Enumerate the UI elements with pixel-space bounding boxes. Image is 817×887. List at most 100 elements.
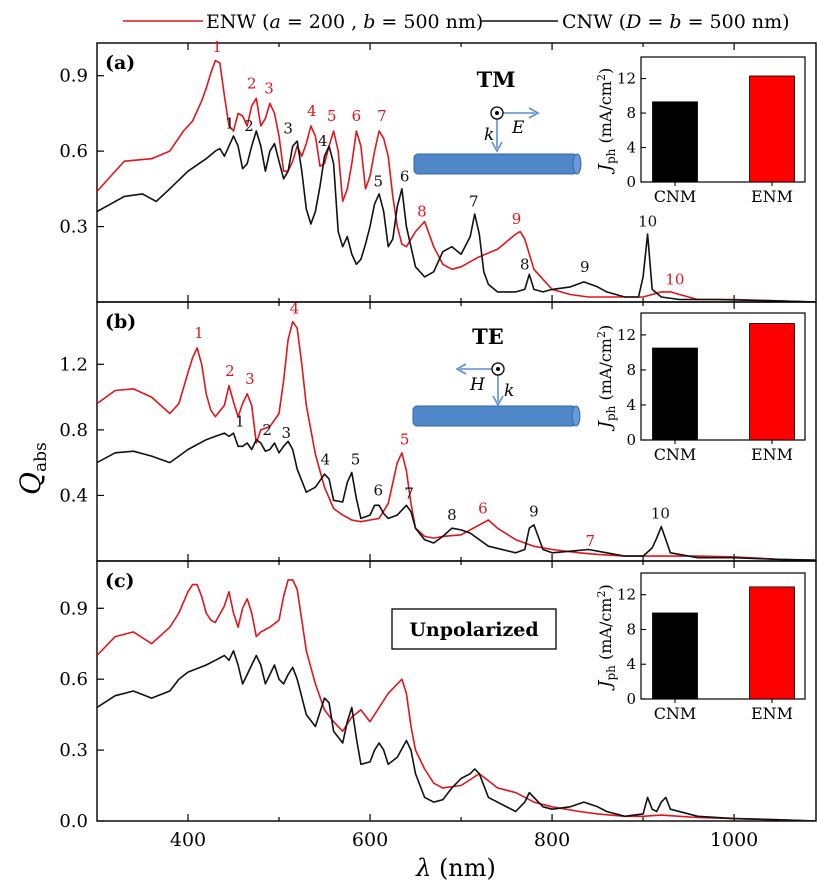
inset-y-tick-label: 12	[617, 586, 636, 604]
x-tick-label: 800	[534, 829, 570, 851]
peak-label: 7	[404, 485, 414, 503]
inset-y-tick-label: 12	[617, 326, 636, 344]
y-axis-label: Qabs	[14, 442, 51, 495]
inset-y-axis-label: Jph (mA/cm2)	[595, 325, 618, 432]
series-line-enw	[97, 579, 816, 821]
inset-y-tick-label: 0	[626, 173, 636, 191]
y-tick-label: 0.6	[59, 141, 88, 162]
inset-y-tick-label: 0	[626, 431, 636, 449]
h-arrowhead-icon	[455, 363, 467, 375]
x-tick-label: 400	[170, 829, 206, 851]
inset-y-axis-label: Jph (mA/cm2)	[595, 584, 618, 691]
nanowire-end-icon	[571, 405, 581, 427]
peak-label: 3	[264, 79, 274, 97]
legend-enw-label: ENW (a = 200 , b = 500 nm)	[206, 11, 483, 33]
field-label-e: E	[511, 118, 525, 138]
inset-3: 0 4 8 12 CNM ENM Jph (mA/cm2)	[595, 572, 806, 723]
inset-bar-enm	[749, 75, 795, 183]
inset-y-axis-label: Jph (mA/cm2)	[595, 68, 618, 175]
inset-x-tick-label: CNM	[654, 704, 697, 723]
y-tick-label: 0.9	[59, 598, 88, 619]
inset-x-tick-label: ENM	[751, 704, 793, 723]
field-label-k: k	[504, 381, 514, 401]
peak-label: 6	[352, 107, 362, 125]
peak-label: 1	[225, 114, 235, 132]
peak-label: 9	[529, 503, 539, 521]
out-of-plane-dot-icon	[496, 367, 500, 371]
peak-label: 1	[235, 413, 245, 431]
inset-bar-cnm	[652, 347, 698, 441]
peak-label: 10	[651, 504, 670, 522]
k-arrowhead-icon	[492, 395, 504, 407]
panel-label: (b)	[105, 311, 136, 333]
polarization-label: Unpolarized	[409, 619, 538, 641]
inset-y-tick-label: 4	[626, 139, 636, 157]
inset-2: 0 4 8 12 CNM ENM Jph (mA/cm2)	[595, 312, 806, 464]
y-tick-label: 0.9	[59, 66, 88, 87]
panel-3: 0.0 0.3 0.6 0.9 (c) Unpolarized	[59, 560, 817, 832]
peak-label: 2	[244, 117, 254, 135]
k-arrowhead-icon	[491, 141, 503, 153]
peak-label: 7	[469, 192, 479, 210]
peak-label: 4	[318, 132, 328, 150]
field-label-k: k	[484, 125, 494, 145]
peak-label: 2	[247, 74, 257, 92]
inset-y-tick-label: 4	[626, 396, 636, 414]
peak-label: 4	[307, 102, 317, 120]
peak-label: 9	[512, 210, 522, 228]
peak-label: 4	[290, 299, 300, 317]
peak-label: 7	[377, 107, 387, 125]
peak-label: 6	[400, 167, 410, 185]
x-tick-label: 1000	[710, 829, 758, 851]
inset-x-tick-label: CNM	[654, 187, 697, 206]
inset-bar-enm	[749, 586, 795, 700]
peak-label: 8	[520, 255, 530, 273]
y-tick-label: 0.3	[59, 740, 88, 761]
peak-label: 1	[194, 324, 204, 342]
peak-label: 3	[282, 424, 292, 442]
inset-bar-enm	[749, 323, 795, 441]
series-line-cnw	[97, 432, 816, 561]
panel-label: (c)	[105, 570, 135, 592]
polarization-box	[391, 608, 557, 650]
peak-label: 1	[212, 38, 222, 56]
peak-label: 8	[417, 203, 427, 221]
inset-y-tick-label: 4	[626, 655, 636, 673]
inset-y-tick-label: 0	[626, 690, 636, 708]
peak-label: 9	[580, 258, 590, 276]
series-line-cnw	[97, 650, 816, 821]
inset-x-tick-label: ENM	[751, 187, 793, 206]
y-tick-label: 0.6	[59, 669, 88, 690]
inset-bar-cnm	[652, 612, 698, 700]
peak-label: 8	[447, 506, 457, 524]
x-tick-label: 600	[352, 829, 388, 851]
inset-y-tick-label: 8	[626, 361, 636, 379]
peak-label: 4	[321, 450, 331, 468]
out-of-plane-dot-icon	[495, 111, 499, 115]
nanowire-icon	[413, 153, 578, 175]
peak-label: 10	[665, 270, 684, 288]
series-line-cnw	[97, 130, 816, 302]
inset-1: 0 4 8 12 CNM ENM Jph (mA/cm2)	[595, 56, 806, 206]
y-tick-label: 1.2	[59, 354, 88, 375]
nanowire-icon	[412, 405, 577, 427]
y-tick-label: 0.3	[59, 217, 88, 238]
panel-frame	[96, 560, 817, 822]
nanowire-end-icon	[572, 153, 582, 175]
e-arrowhead-icon	[528, 107, 540, 119]
legend-cnw-label: CNW (D = b = 500 nm)	[562, 11, 790, 33]
polarization-label: TM	[477, 67, 516, 92]
peak-label: 5	[327, 107, 337, 125]
y-tick-label: 0.4	[59, 485, 88, 506]
peak-label: 2	[262, 421, 272, 439]
peak-label: 5	[351, 450, 361, 468]
peak-label: 6	[373, 481, 383, 499]
polarization-label: TE	[472, 324, 504, 349]
x-axis-label: λ (nm)	[415, 854, 496, 882]
series-line-enw	[97, 320, 816, 561]
peak-label: 10	[638, 213, 657, 231]
